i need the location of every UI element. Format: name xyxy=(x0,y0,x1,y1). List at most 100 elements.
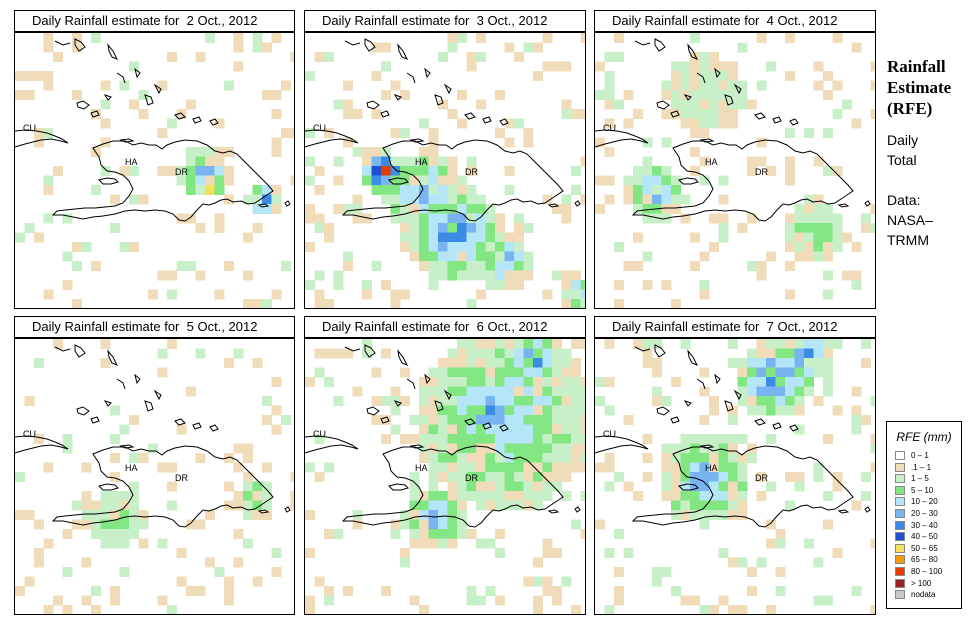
rainfall-cell xyxy=(438,213,448,224)
rainfall-cell xyxy=(457,358,467,368)
island-coastline xyxy=(670,110,680,118)
rainfall-cell xyxy=(504,185,515,195)
rainfall-grid xyxy=(15,339,294,614)
rainfall-cell xyxy=(523,386,534,397)
rainfall-cell xyxy=(804,213,814,224)
rainfall-cell xyxy=(504,358,515,368)
rainfall-cell xyxy=(504,137,515,148)
rainfall-cell xyxy=(504,339,515,349)
rainfall-cell xyxy=(352,386,363,397)
rainfall-cell xyxy=(794,223,805,233)
rainfall-cell xyxy=(438,52,448,62)
rainfall-cell xyxy=(324,348,334,359)
rainfall-cell xyxy=(561,377,572,387)
rainfall-cell xyxy=(804,386,814,397)
rainfall-cell xyxy=(851,42,862,53)
rainfall-cell xyxy=(718,472,729,482)
rainfall-cell xyxy=(832,223,843,233)
rainfall-cell xyxy=(523,339,534,349)
rainfall-cell xyxy=(580,194,585,205)
rainfall-cell xyxy=(709,213,719,224)
rainfall-cell xyxy=(495,339,505,349)
rainfall-cell xyxy=(91,586,101,596)
rainfall-cell xyxy=(110,538,120,549)
dr-label: DR xyxy=(755,473,768,483)
rainfall-cell xyxy=(390,529,401,539)
island-coastline xyxy=(393,94,402,101)
rainfall-cell xyxy=(466,223,477,233)
rainfall-cell xyxy=(428,377,439,387)
rainfall-cell xyxy=(542,61,553,72)
rainfall-cell xyxy=(813,213,824,224)
rainfall-cell xyxy=(381,194,391,205)
rainfall-cell xyxy=(333,175,344,186)
rainfall-cell xyxy=(699,99,710,110)
rainfall-cell xyxy=(804,223,814,233)
rainfall-cell xyxy=(542,548,553,558)
rainfall-cell xyxy=(747,99,757,110)
rainfall-cell xyxy=(514,415,524,425)
rainfall-cell xyxy=(571,462,581,473)
rainfall-cell xyxy=(514,118,524,129)
rainfall-cell xyxy=(604,462,615,473)
rainfall-cell xyxy=(110,510,120,520)
rainfall-cell xyxy=(476,396,486,406)
panel-title-oct-4: Daily Rainfall estimate for 4 Oct., 2012 xyxy=(594,10,876,32)
period-line-1: Daily xyxy=(887,132,919,148)
legend-title: RFE (mm) xyxy=(896,430,952,444)
legend-swatch xyxy=(895,474,905,484)
rainfall-cell xyxy=(91,500,101,511)
rainfall-cell xyxy=(43,605,54,614)
rainfall-cell xyxy=(614,595,624,606)
rainfall-cell xyxy=(476,481,486,492)
rainfall-cell xyxy=(352,213,363,224)
rainfall-cell xyxy=(633,232,643,243)
rainfall-cell xyxy=(766,605,776,614)
rainfall-cell xyxy=(542,377,553,387)
rainfall-cell xyxy=(53,52,63,62)
rainfall-cell xyxy=(419,232,429,243)
rainfall-cell xyxy=(747,367,757,378)
rainfall-cell xyxy=(195,519,206,530)
rainfall-cell xyxy=(290,128,294,138)
rainfall-cell xyxy=(428,213,439,224)
rainfall-cell xyxy=(138,109,149,119)
rainfall-cell xyxy=(514,251,524,262)
rainfall-cell xyxy=(476,242,486,252)
rainfall-cell xyxy=(514,434,524,444)
rainfall-cell xyxy=(381,396,391,406)
rainfall-cell xyxy=(737,99,748,110)
island-coastline xyxy=(670,416,680,424)
rainfall-cell xyxy=(737,481,748,492)
rainfall-cell xyxy=(642,280,653,290)
rainfall-cell xyxy=(728,453,738,463)
rainfall-cell xyxy=(62,567,73,577)
rainfall-cell xyxy=(419,242,429,252)
rainfall-cell xyxy=(390,204,401,214)
rainfall-cell xyxy=(438,194,448,205)
hispaniola-coastline xyxy=(631,445,854,528)
rainfall-cell xyxy=(718,491,729,501)
rainfall-cell xyxy=(832,232,843,243)
rainfall-cell xyxy=(709,118,719,129)
rainfall-cell xyxy=(775,348,786,359)
rainfall-cell xyxy=(419,500,429,511)
rainfall-cell xyxy=(381,185,391,195)
rainfall-cell xyxy=(728,405,738,416)
rainfall-cell xyxy=(233,462,244,473)
rainfall-cell xyxy=(680,80,691,91)
island-coastline xyxy=(656,406,670,416)
rainfall-cell xyxy=(476,33,486,43)
rainfall-cell xyxy=(314,223,325,233)
rainfall-cell xyxy=(447,242,458,252)
rainfall-cell xyxy=(176,424,187,435)
rainfall-cell xyxy=(514,223,524,233)
rainfall-cell xyxy=(832,166,843,176)
rainfall-cell xyxy=(252,299,263,308)
rainfall-cell xyxy=(390,128,401,138)
rainfall-cell xyxy=(690,232,700,243)
island-coastline xyxy=(366,406,380,416)
rainfall-cell xyxy=(476,232,486,243)
